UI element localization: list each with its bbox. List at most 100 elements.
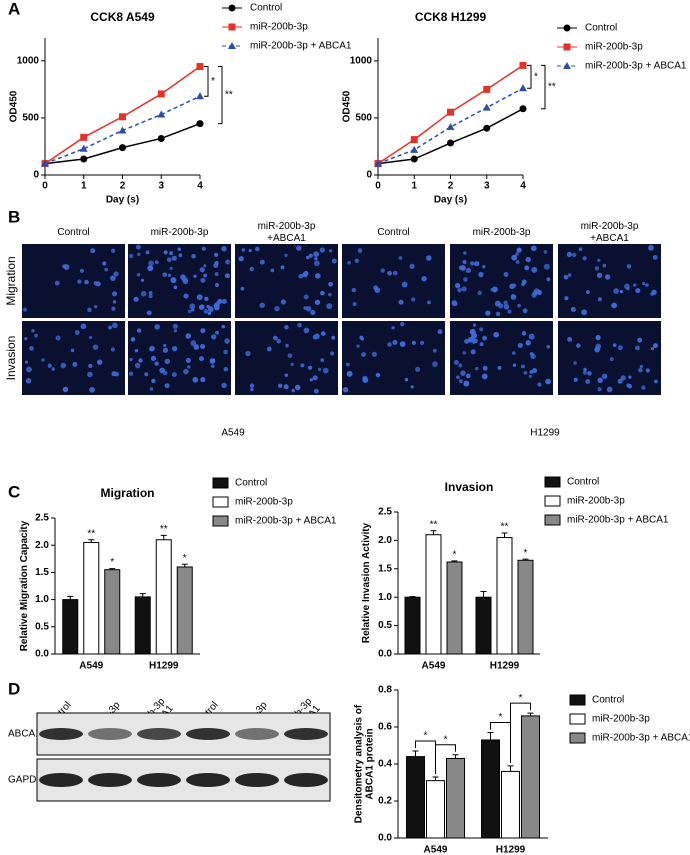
cell bbox=[432, 348, 437, 353]
marker bbox=[447, 108, 454, 116]
cell bbox=[128, 371, 134, 376]
cell bbox=[287, 353, 293, 358]
y-tick-label: 1.5 bbox=[378, 563, 392, 574]
cell bbox=[606, 386, 613, 393]
cell bbox=[108, 325, 113, 330]
cell bbox=[84, 279, 89, 285]
image-column-label-line: +ABCA1 bbox=[590, 233, 629, 244]
blot-band bbox=[284, 728, 328, 740]
error-bar bbox=[480, 591, 487, 598]
cell bbox=[214, 272, 219, 277]
cell bbox=[546, 344, 551, 349]
significance-label: * bbox=[534, 71, 538, 82]
legend-label: Control bbox=[567, 477, 599, 488]
cell bbox=[399, 341, 406, 347]
cell bbox=[23, 307, 28, 312]
blot-frame bbox=[36, 712, 331, 756]
cell bbox=[207, 311, 212, 316]
cell bbox=[354, 258, 359, 264]
cell bbox=[104, 267, 109, 272]
error-bar bbox=[412, 750, 419, 757]
marker bbox=[119, 113, 126, 121]
cell bbox=[198, 304, 205, 310]
cell bbox=[563, 274, 569, 280]
cell bbox=[479, 342, 484, 347]
cell bbox=[25, 366, 32, 373]
cell bbox=[87, 371, 93, 378]
cell bbox=[374, 287, 381, 293]
bar bbox=[496, 537, 513, 655]
bar bbox=[501, 770, 520, 839]
cell bbox=[463, 251, 467, 255]
micrograph bbox=[235, 244, 338, 318]
bar bbox=[425, 534, 442, 655]
cell bbox=[567, 273, 572, 277]
y-tick-label: 0.8 bbox=[378, 685, 392, 696]
x-tick-label: 1 bbox=[411, 181, 417, 192]
image-row-label: Migration bbox=[4, 256, 18, 305]
cell bbox=[47, 363, 52, 368]
blot-row-label: GAPDH bbox=[8, 775, 44, 786]
cell bbox=[571, 252, 577, 258]
cell bbox=[146, 310, 152, 316]
y-tick-label: 0.6 bbox=[378, 722, 392, 733]
cell bbox=[521, 331, 527, 336]
marker bbox=[482, 103, 491, 111]
legend-swatch bbox=[212, 477, 229, 489]
cell bbox=[462, 259, 467, 265]
significance-bracket bbox=[510, 702, 531, 763]
significance-label: * bbox=[110, 557, 114, 568]
panel-label: A bbox=[8, 0, 20, 18]
cell bbox=[517, 303, 521, 308]
cell bbox=[259, 302, 265, 309]
cell bbox=[458, 379, 463, 384]
cell bbox=[308, 253, 313, 258]
cell bbox=[187, 309, 192, 314]
cell bbox=[511, 283, 517, 288]
cell bbox=[173, 329, 178, 333]
y-tick-label: 1.0 bbox=[378, 592, 392, 603]
cell bbox=[225, 259, 231, 265]
micrograph-background bbox=[235, 321, 338, 395]
cell bbox=[169, 266, 173, 270]
cell bbox=[357, 248, 363, 253]
cell bbox=[490, 288, 494, 292]
significance-label: * bbox=[211, 76, 215, 87]
cell bbox=[162, 347, 169, 353]
cell bbox=[328, 292, 332, 297]
legend-label: miR-200b-3p bbox=[235, 497, 293, 508]
cell bbox=[594, 266, 599, 271]
cell bbox=[270, 268, 275, 273]
bar bbox=[446, 561, 463, 655]
cell bbox=[193, 344, 200, 350]
cell bbox=[536, 289, 542, 296]
cell bbox=[522, 308, 528, 314]
cell bbox=[151, 378, 156, 384]
cell bbox=[170, 277, 177, 284]
cell bbox=[312, 375, 318, 381]
cell bbox=[24, 360, 29, 364]
cell bbox=[564, 296, 569, 301]
legend-marker bbox=[228, 42, 236, 49]
error-bar bbox=[67, 595, 74, 600]
cell bbox=[112, 300, 117, 304]
cell bbox=[164, 358, 171, 365]
image-column-label: miR-200b-3p +ABCA1 bbox=[581, 221, 639, 244]
error-bar bbox=[527, 712, 534, 716]
cell bbox=[398, 299, 404, 305]
cell bbox=[361, 352, 366, 357]
micrograph bbox=[558, 244, 661, 318]
cell bbox=[314, 333, 320, 340]
significance-label: * bbox=[453, 549, 457, 560]
cell bbox=[511, 254, 518, 261]
bar bbox=[406, 756, 425, 839]
cell bbox=[136, 272, 141, 277]
cell bbox=[221, 246, 227, 252]
cell bbox=[25, 377, 32, 384]
cell bbox=[362, 375, 368, 382]
x-axis-label: Day (s) bbox=[106, 195, 139, 206]
cell bbox=[238, 256, 244, 262]
cell bbox=[371, 351, 377, 357]
chart-title: CCK8 A549 bbox=[90, 10, 155, 24]
